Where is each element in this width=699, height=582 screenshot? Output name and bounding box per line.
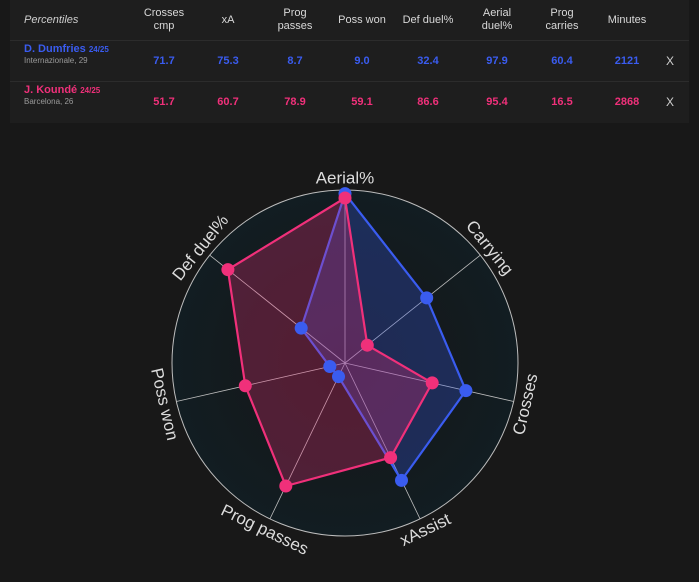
radar-point-s2-aerial-[interactable] [338, 191, 352, 205]
header-prog-passes: Prog passes [277, 7, 313, 32]
player-team-age: Barcelona, 26 [24, 97, 74, 106]
value-xa: 75.3 [217, 54, 239, 67]
radar-series-2-area [226, 196, 434, 488]
header-crosses-cmp: Crosses cmp [143, 7, 185, 32]
value-aerial-duel: 95.4 [486, 96, 508, 108]
player-name: J. Koundé [24, 84, 78, 96]
header-aerial-duel: Aerial duel% [481, 7, 513, 32]
radar-point-s2-def-duel-[interactable] [221, 263, 235, 277]
value-minutes: 2121 [614, 54, 640, 67]
value-def-duel: 32.4 [417, 54, 439, 67]
value-minutes: 2868 [614, 96, 640, 108]
header-poss-won: Poss won [338, 13, 386, 26]
table-header-row: Percentiles Crosses cmp xA Prog passes P… [10, 0, 689, 41]
radar-spoke-xassist [344, 362, 421, 520]
radar-series-layer [221, 187, 473, 493]
header-minutes: Minutes [607, 13, 647, 26]
player-row-kounde: J. Koundé 24/25 Barcelona, 26 51.7 60.7 … [10, 81, 689, 123]
radar-point-s2-xassist[interactable] [384, 451, 398, 465]
value-prog-passes: 8.7 [287, 54, 303, 67]
value-crosses-cmp: 71.7 [153, 54, 175, 67]
radar-point-s1-xassist[interactable] [395, 473, 408, 487]
radar-point-s1-def-duel-[interactable] [294, 321, 308, 335]
player-season: 24/25 [80, 86, 101, 95]
player-name-cell: J. Koundé 24/25 Barcelona, 26 [24, 81, 134, 123]
radar-point-s1-crosses[interactable] [459, 384, 473, 398]
remove-player-button[interactable]: X [665, 53, 674, 68]
value-xa: 60.7 [217, 96, 239, 108]
radar-point-s2-prog-passes[interactable] [279, 479, 293, 493]
player-row-dumfries: D. Dumfries 24/25 Internazionale, 29 71.… [10, 40, 689, 82]
value-prog-carries: 16.5 [551, 96, 573, 108]
header-def-duel: Def duel% [402, 13, 454, 26]
radar-point-s2-poss-won[interactable] [238, 379, 252, 393]
radar-point-s2-crosses[interactable] [425, 376, 439, 390]
radar-point-s1-carrying[interactable] [420, 291, 434, 305]
value-poss-won: 9.0 [354, 54, 370, 67]
radar-series-1-area [300, 192, 467, 482]
player-name-cell: D. Dumfries 24/25 Internazionale, 29 [24, 40, 134, 81]
player-name-wrap[interactable]: D. Dumfries 24/25 [24, 43, 109, 56]
player-season: 24/25 [88, 45, 109, 54]
radar-point-s1-poss-won[interactable] [323, 360, 337, 373]
header-prog-carries: Prog carries [545, 7, 579, 32]
value-aerial-duel: 97.9 [486, 54, 508, 67]
radar-spoke-prog-passes [269, 362, 346, 520]
value-prog-carries: 60.4 [551, 54, 573, 67]
value-def-duel: 86.6 [417, 96, 439, 108]
radar-label-aerial-: Aerial% [316, 169, 375, 188]
header-xa: xA [221, 13, 235, 26]
radar-point-s2-carrying[interactable] [360, 338, 374, 352]
header-percentiles: Percentiles [24, 13, 79, 26]
percentile-table: Percentiles Crosses cmp xA Prog passes P… [10, 0, 689, 123]
player-name-wrap[interactable]: J. Koundé 24/25 [24, 84, 100, 97]
radar-point-s1-prog-passes[interactable] [332, 370, 345, 384]
player-name: D. Dumfries [24, 43, 86, 55]
radar-spoke-poss-won [176, 362, 346, 402]
player-team-age: Internazionale, 29 [24, 56, 88, 65]
value-crosses-cmp: 51.7 [153, 96, 175, 108]
value-poss-won: 59.1 [351, 96, 373, 108]
value-prog-passes: 78.9 [284, 96, 306, 108]
remove-player-button[interactable]: X [665, 95, 674, 109]
